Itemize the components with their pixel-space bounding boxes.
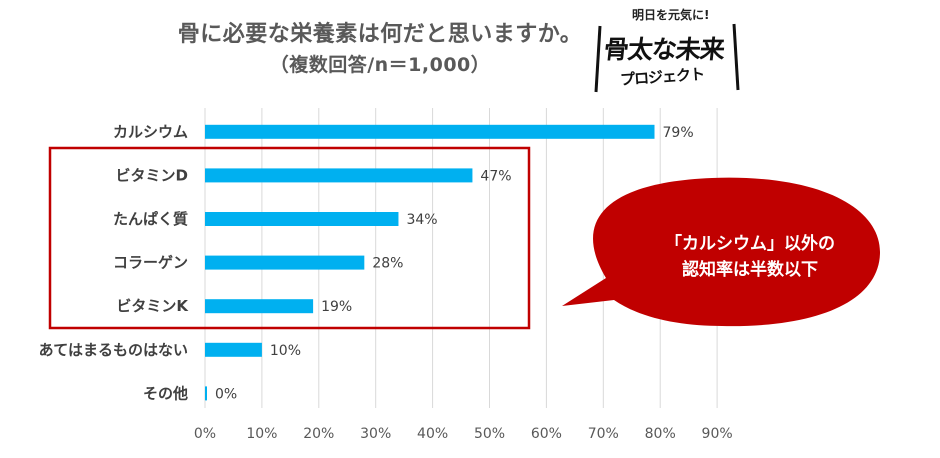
x-tick-label: 80% bbox=[645, 426, 676, 442]
category-label: その他 bbox=[143, 384, 188, 402]
category-label: あてはまるものはない bbox=[39, 341, 188, 359]
bar bbox=[205, 255, 365, 270]
x-tick-label: 30% bbox=[360, 426, 391, 442]
bar bbox=[205, 124, 655, 139]
data-label: 79% bbox=[663, 125, 694, 141]
data-label: 28% bbox=[372, 256, 403, 272]
category-label: たんぱく質 bbox=[113, 210, 188, 228]
chart-title: 骨に必要な栄養素は何だと思いますか。 bbox=[177, 22, 583, 47]
chart-subtitle: （複数回答/n＝1,000） bbox=[269, 54, 491, 76]
x-tick-label: 20% bbox=[303, 426, 334, 442]
x-tick-label: 10% bbox=[246, 426, 277, 442]
x-tick-label: 90% bbox=[702, 426, 733, 442]
bar bbox=[205, 299, 314, 314]
category-label: ビタミンD bbox=[116, 166, 188, 184]
data-label: 19% bbox=[321, 299, 352, 315]
callout-text-line2: 認知率は半数以下 bbox=[682, 260, 818, 280]
data-label: 47% bbox=[480, 168, 511, 184]
x-tick-label: 60% bbox=[531, 426, 562, 442]
data-label: 10% bbox=[270, 343, 301, 359]
callout-text-line1: 「カルシウム」以外の bbox=[665, 234, 835, 254]
x-tick-label: 0% bbox=[194, 426, 216, 442]
bar bbox=[205, 168, 473, 183]
bar bbox=[205, 212, 399, 226]
project-logo: 明日を元気に! 骨太な未来 プロジェクト bbox=[592, 4, 742, 100]
data-label: 34% bbox=[406, 212, 437, 228]
category-label: ビタミンK bbox=[116, 297, 189, 315]
category-label: コラーゲン bbox=[113, 254, 188, 272]
callout-bubble bbox=[562, 177, 880, 327]
bar bbox=[205, 386, 207, 401]
logo-tagline: 明日を元気に! bbox=[632, 8, 710, 22]
highlight-box bbox=[48, 146, 531, 330]
category-label: カルシウム bbox=[113, 123, 188, 141]
logo-frame bbox=[594, 23, 740, 93]
bar bbox=[205, 342, 262, 357]
data-label: 0% bbox=[215, 386, 237, 402]
x-tick-label: 50% bbox=[474, 426, 505, 442]
x-tick-label: 40% bbox=[417, 426, 448, 442]
x-tick-label: 70% bbox=[588, 426, 619, 442]
